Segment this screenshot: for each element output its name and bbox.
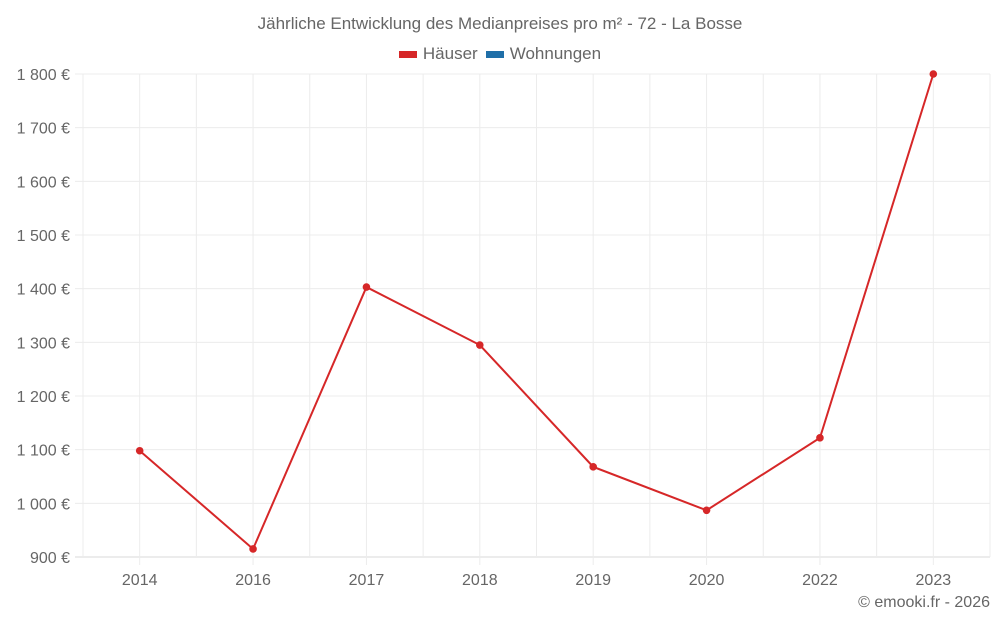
- y-tick-label: 1 300 €: [17, 335, 70, 352]
- y-tick-label: 900 €: [30, 550, 70, 567]
- y-tick-label: 1 800 €: [17, 67, 70, 84]
- x-tick-label: 2023: [916, 572, 952, 589]
- legend-swatch-wohnungen: [485, 50, 504, 58]
- data-point: [816, 434, 824, 442]
- x-tick-label: 2019: [575, 572, 611, 589]
- y-tick-label: 1 200 €: [17, 389, 70, 406]
- legend-item-wohnungen[interactable]: Wohnungen: [485, 44, 602, 64]
- legend-label-haeuser: Häuser: [422, 44, 478, 63]
- x-tick-label: 2016: [235, 572, 271, 589]
- chart-title: Jährliche Entwicklung des Medianpreises …: [257, 14, 743, 33]
- x-tick-label: 2018: [462, 572, 498, 589]
- data-point: [362, 283, 371, 291]
- x-tick-label: 2014: [122, 572, 158, 589]
- legend-label-wohnungen: Wohnungen: [509, 44, 602, 63]
- y-tick-label: 1 600 €: [17, 174, 70, 191]
- x-tick-label: 2017: [349, 572, 385, 589]
- x-tick-label: 2022: [802, 572, 838, 589]
- data-point: [476, 341, 484, 349]
- y-tick-label: 1 400 €: [17, 282, 70, 299]
- x-tick-label: 2020: [689, 572, 725, 589]
- data-point: [135, 446, 144, 455]
- credit-text: © emooki.fr - 2026: [858, 594, 990, 611]
- series-line: [139, 73, 935, 551]
- legend-swatch-haeuser: [398, 50, 417, 58]
- data-point: [249, 545, 257, 553]
- legend-item-haeuser[interactable]: Häuser: [398, 44, 478, 64]
- legend: Häuser Wohnungen: [0, 44, 1000, 64]
- data-point: [929, 70, 938, 78]
- y-tick-label: 1 500 €: [17, 228, 70, 245]
- data-point: [702, 506, 711, 515]
- data-point: [589, 463, 597, 471]
- y-tick-label: 1 000 €: [17, 496, 70, 513]
- y-tick-label: 1 100 €: [17, 443, 70, 460]
- y-tick-label: 1 700 €: [17, 121, 70, 138]
